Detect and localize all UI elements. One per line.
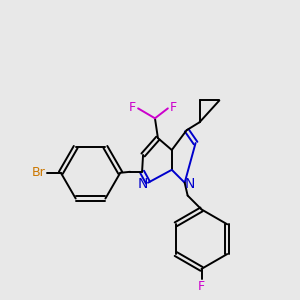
Text: Br: Br	[32, 166, 46, 179]
Text: F: F	[198, 280, 205, 293]
Text: N: N	[138, 177, 148, 191]
Text: F: F	[170, 101, 177, 114]
Text: F: F	[129, 101, 136, 114]
Text: N: N	[184, 177, 195, 191]
